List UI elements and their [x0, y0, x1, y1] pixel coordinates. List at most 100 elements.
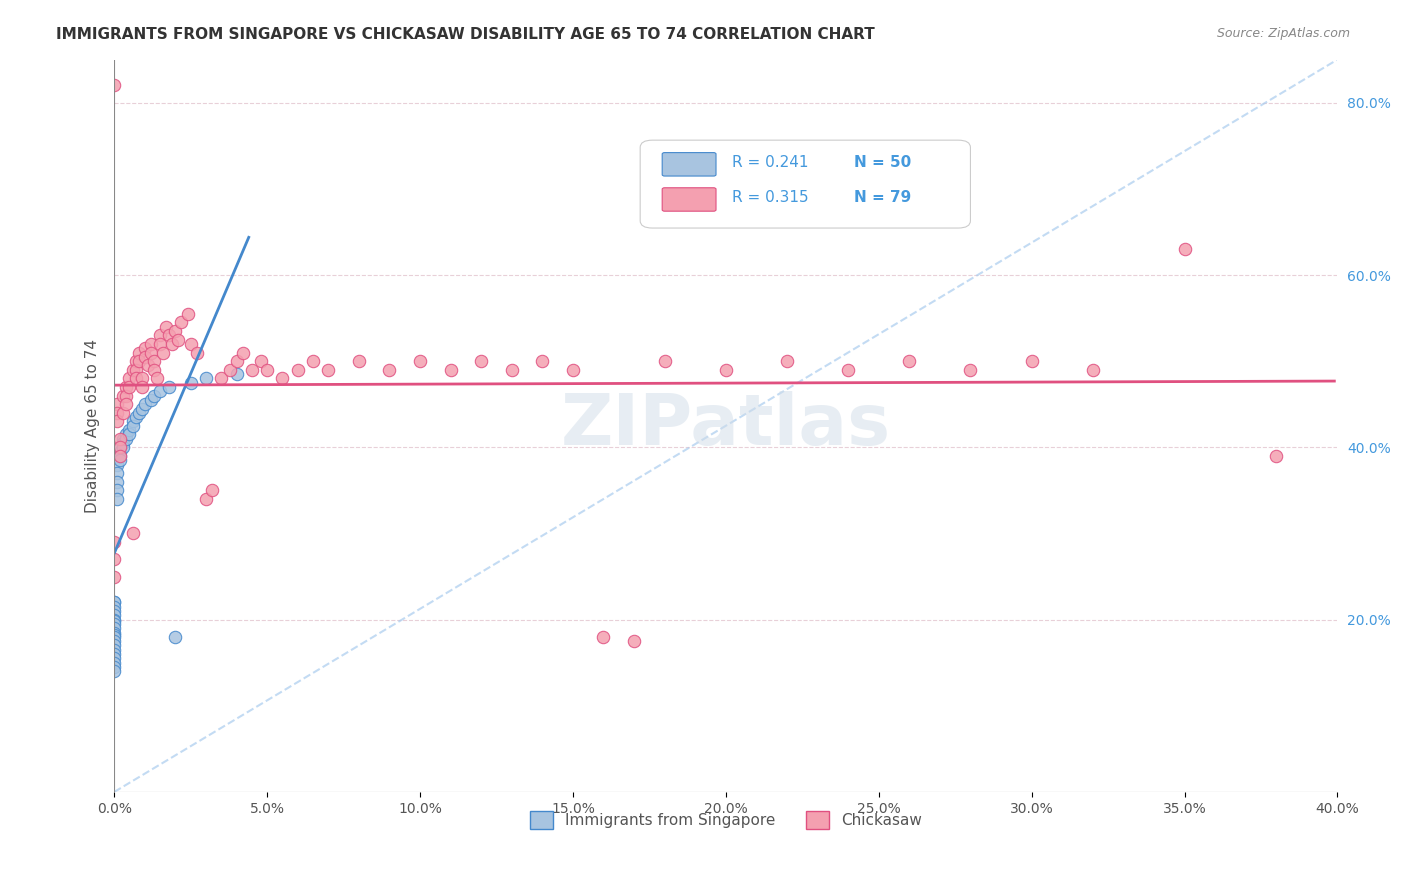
Point: [110, 432, 132, 446]
Point: [105, 475, 128, 489]
Point: [149, 328, 172, 343]
Point: [103, 642, 125, 657]
Point: [118, 371, 141, 385]
Point: [592, 630, 614, 644]
Point: [103, 628, 125, 642]
Point: [378, 363, 401, 377]
Point: [110, 449, 132, 463]
Point: [115, 427, 138, 442]
Point: [240, 363, 263, 377]
Point: [112, 436, 135, 450]
Point: [103, 569, 125, 583]
Point: [316, 363, 339, 377]
Point: [105, 466, 128, 480]
Point: [561, 363, 583, 377]
Point: [110, 449, 132, 463]
Point: [115, 432, 138, 446]
Point: [131, 401, 153, 416]
Point: [1173, 242, 1195, 256]
Point: [409, 354, 432, 368]
Text: IMMIGRANTS FROM SINGAPORE VS CHICKASAW DISABILITY AGE 65 TO 74 CORRELATION CHART: IMMIGRANTS FROM SINGAPORE VS CHICKASAW D…: [56, 27, 875, 42]
Point: [139, 392, 162, 407]
FancyBboxPatch shape: [662, 153, 716, 176]
Point: [103, 615, 125, 629]
Point: [103, 535, 125, 549]
Point: [103, 665, 125, 679]
Text: R = 0.241: R = 0.241: [733, 154, 808, 169]
Point: [165, 324, 187, 338]
Point: [898, 354, 921, 368]
Point: [186, 345, 208, 359]
Point: [209, 371, 232, 385]
Point: [201, 483, 224, 498]
Point: [103, 634, 125, 648]
Point: [470, 354, 492, 368]
Point: [776, 354, 799, 368]
Point: [654, 354, 676, 368]
Point: [134, 397, 156, 411]
Point: [103, 552, 125, 566]
Point: [103, 613, 125, 627]
Point: [149, 384, 172, 399]
Point: [105, 397, 128, 411]
Text: N = 79: N = 79: [855, 190, 911, 205]
Text: R = 0.315: R = 0.315: [733, 190, 808, 205]
Point: [139, 337, 162, 351]
Point: [501, 363, 523, 377]
Point: [1081, 363, 1104, 377]
Point: [103, 608, 125, 623]
Point: [105, 483, 128, 498]
Point: [110, 444, 132, 458]
Point: [118, 380, 141, 394]
Point: [115, 397, 138, 411]
Point: [837, 363, 859, 377]
Point: [225, 354, 247, 368]
Point: [105, 491, 128, 506]
Point: [623, 634, 645, 648]
Point: [118, 427, 141, 442]
FancyBboxPatch shape: [662, 187, 716, 211]
Point: [219, 363, 242, 377]
Point: [115, 389, 138, 403]
Point: [142, 354, 165, 368]
Point: [128, 345, 150, 359]
Point: [121, 418, 143, 433]
Point: [959, 363, 981, 377]
Point: [439, 363, 461, 377]
Point: [347, 354, 370, 368]
Point: [165, 630, 187, 644]
Point: [110, 453, 132, 467]
Point: [121, 526, 143, 541]
Point: [115, 380, 138, 394]
Point: [152, 345, 174, 359]
Point: [103, 595, 125, 609]
Point: [157, 380, 180, 394]
Point: [105, 406, 128, 420]
Point: [287, 363, 309, 377]
Point: [110, 440, 132, 454]
Point: [232, 345, 254, 359]
Point: [302, 354, 325, 368]
Point: [121, 415, 143, 429]
Point: [103, 604, 125, 618]
Point: [167, 333, 190, 347]
Point: [155, 319, 177, 334]
Point: [103, 630, 125, 644]
Point: [112, 440, 135, 454]
Point: [112, 432, 135, 446]
Point: [105, 415, 128, 429]
Point: [124, 410, 146, 425]
Y-axis label: Disability Age 65 to 74: Disability Age 65 to 74: [86, 339, 100, 513]
Point: [128, 354, 150, 368]
Point: [271, 371, 294, 385]
Point: [103, 660, 125, 674]
Point: [103, 599, 125, 614]
Point: [157, 328, 180, 343]
Point: [170, 315, 193, 329]
Point: [124, 371, 146, 385]
Point: [162, 337, 184, 351]
Point: [131, 380, 153, 394]
Point: [103, 595, 125, 609]
Point: [1021, 354, 1043, 368]
Point: [180, 376, 202, 390]
